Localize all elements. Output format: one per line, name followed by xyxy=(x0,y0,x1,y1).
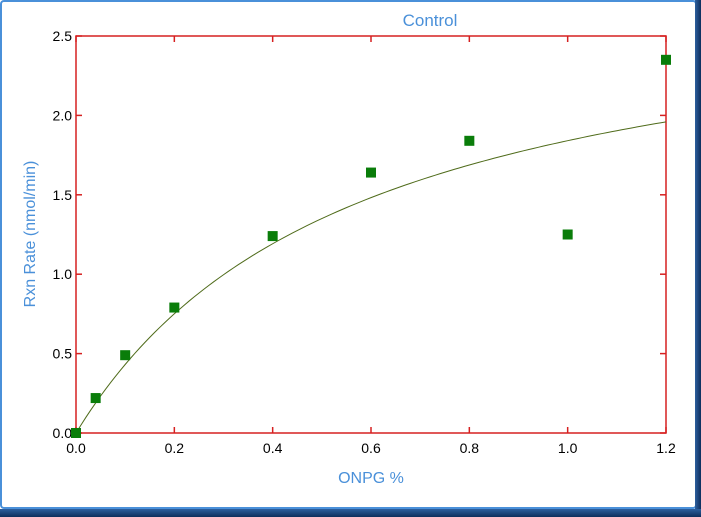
fit-curve-line xyxy=(75,121,667,434)
x-tick-label: 1.2 xyxy=(656,440,676,456)
data-point xyxy=(267,231,278,242)
data-point xyxy=(120,350,131,361)
chart-title: Control xyxy=(403,11,458,30)
x-tick-label: 0.8 xyxy=(460,440,480,456)
data-point xyxy=(169,302,180,313)
data-point xyxy=(71,428,81,438)
data-point xyxy=(90,393,101,404)
axis-ticks xyxy=(75,35,667,434)
x-tick-label: 0.0 xyxy=(66,440,86,456)
x-axis-title: ONPG % xyxy=(338,470,404,487)
y-tick-label: 1.0 xyxy=(53,266,73,282)
y-tick-label: 1.5 xyxy=(53,187,73,203)
data-markers xyxy=(71,54,671,438)
data-point xyxy=(562,229,573,240)
data-point xyxy=(464,135,475,146)
tick-labels: 0.0 0.2 0.4 0.6 0.8 1.0 1.2 0.0 0.5 1.0 1.5 2.0 2.5 xyxy=(53,28,676,456)
window-edge-right xyxy=(695,0,701,517)
data-point xyxy=(366,167,376,178)
chart-frame xyxy=(0,0,697,509)
y-tick-label: 0.0 xyxy=(53,425,73,441)
x-tick-label: 0.6 xyxy=(361,440,381,456)
y-tick-label: 0.5 xyxy=(53,346,73,362)
data-point xyxy=(661,54,671,65)
y-tick-label: 2.5 xyxy=(53,28,73,44)
x-tick-label: 0.4 xyxy=(263,440,283,456)
plot-area xyxy=(75,35,667,434)
y-axis-title: Rxn Rate (nmol/min) xyxy=(22,161,39,308)
y-tick-label: 2.0 xyxy=(53,107,73,123)
window-edge-bottom xyxy=(0,509,701,517)
x-tick-label: 0.2 xyxy=(165,440,185,456)
x-tick-label: 1.0 xyxy=(558,440,578,456)
